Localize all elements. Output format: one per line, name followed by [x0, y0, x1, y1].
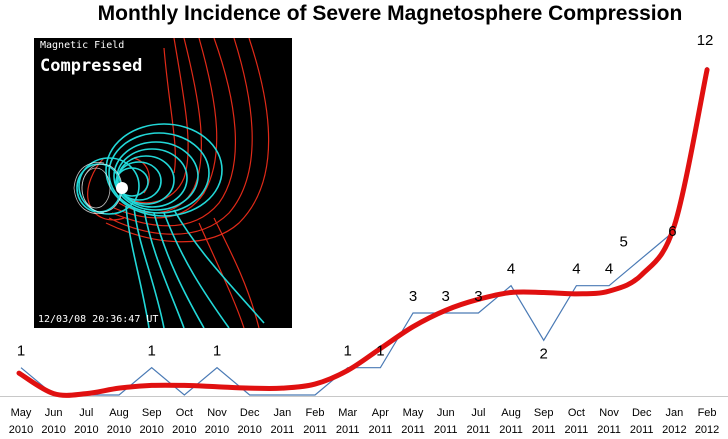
data-label: 4	[605, 261, 613, 278]
x-tick-year-label: 2011	[467, 424, 491, 436]
x-tick-label: May	[11, 407, 32, 419]
x-tick-label: Nov	[599, 407, 619, 419]
x-tick-label: Dec	[240, 407, 260, 419]
x-tick-year-label: 2011	[532, 424, 556, 436]
x-tick-year-label: 2011	[597, 424, 621, 436]
x-tick-label: Jan	[273, 407, 291, 419]
x-tick-year-label: 2011	[499, 424, 523, 436]
data-label: 1	[213, 343, 221, 360]
data-label: 2	[540, 345, 548, 362]
x-tick-label: Jul	[471, 407, 485, 419]
x-tick-labels: May 2010 Jun 2010 Jul 2010 Aug 2010 Sep 2010 Oct 20…	[9, 407, 720, 436]
x-tick-year-label: 2011	[630, 424, 654, 436]
x-tick-year-label: 2010	[205, 424, 229, 436]
x-tick-year-label: 2010	[9, 424, 33, 436]
x-tick-label: Feb	[698, 407, 717, 419]
x-tick-year-label: 2011	[303, 424, 327, 436]
x-tick-label: Mar	[338, 407, 357, 419]
trend-line	[16, 67, 710, 398]
x-tick-label: Nov	[207, 407, 227, 419]
x-tick-label: Aug	[501, 407, 521, 419]
chart-title: Monthly Incidence of Severe Magnetospher…	[97, 2, 683, 25]
x-tick-label: Jan	[666, 407, 684, 419]
x-tick-label: Oct	[176, 407, 193, 419]
x-tick-year-label: 2010	[41, 424, 65, 436]
x-tick-label: Jun	[45, 407, 63, 419]
x-tick-year-label: 2010	[237, 424, 261, 436]
data-label: 1	[344, 343, 352, 360]
x-tick-label: Dec	[632, 407, 652, 419]
x-tick-year-label: 2010	[139, 424, 163, 436]
inset-label: Magnetic Field	[40, 40, 125, 51]
x-tick-year-label: 2011	[565, 424, 589, 436]
x-tick-year-label: 2012	[662, 424, 686, 436]
data-label: 5	[620, 233, 628, 250]
monthly-series-line	[20, 66, 708, 396]
x-tick-label: Jun	[437, 407, 455, 419]
data-label: 3	[474, 288, 482, 305]
x-tick-year-label: 2010	[107, 424, 131, 436]
data-label: 4	[507, 261, 515, 278]
x-tick-year-label: 2011	[369, 424, 393, 436]
data-label: 4	[572, 261, 580, 278]
x-tick-label: Feb	[306, 407, 325, 419]
x-tick-year-label: 2010	[74, 424, 98, 436]
magnetic-field-lines	[73, 38, 270, 328]
data-label: 3	[442, 288, 450, 305]
trend-series	[16, 67, 710, 398]
x-tick-label: Sep	[534, 407, 554, 419]
x-tick-year-label: 2011	[401, 424, 425, 436]
earth-icon	[116, 182, 128, 194]
x-tick-label: Aug	[109, 407, 129, 419]
x-tick-label: May	[403, 407, 424, 419]
inset-state-label: Compressed	[40, 56, 143, 76]
x-tick-label: Jul	[79, 407, 93, 419]
x-tick-year-label: 2011	[336, 424, 360, 436]
data-label: 12	[697, 32, 714, 49]
inset-timestamp: 12/03/08 20:36:47 UT	[38, 314, 159, 325]
data-label: 1	[376, 343, 384, 360]
x-tick-year-label: 2010	[172, 424, 196, 436]
data-label: 3	[409, 288, 417, 305]
x-tick-label: Sep	[142, 407, 162, 419]
x-tick-year-label: 2011	[434, 424, 458, 436]
data-label: 1	[148, 343, 156, 360]
magnetosphere-inset-image: Magnetic Field Compressed 12/03/08 20:36…	[34, 38, 292, 328]
data-label: 6	[668, 223, 676, 240]
x-tick-year-label: 2011	[271, 424, 295, 436]
x-tick-label: Apr	[372, 407, 389, 419]
data-label: 1	[17, 343, 25, 360]
x-tick-year-label: 2012	[695, 424, 719, 436]
x-tick-label: Oct	[568, 407, 585, 419]
